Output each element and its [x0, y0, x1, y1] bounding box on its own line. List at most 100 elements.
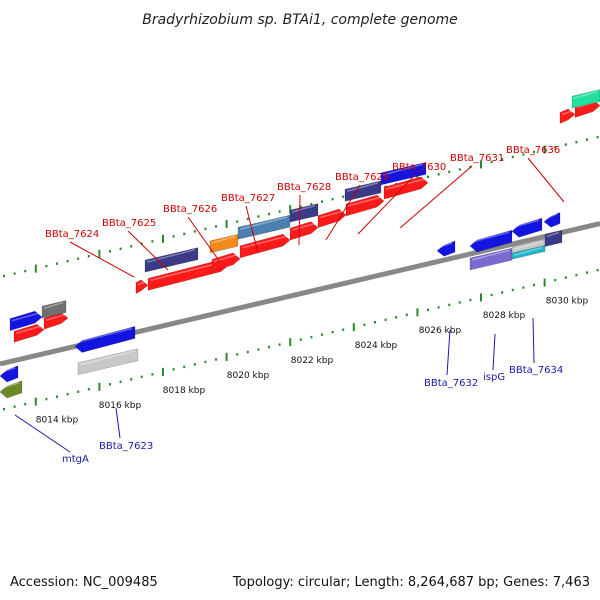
gene-label: BBta_7632	[424, 378, 478, 389]
gene-label: BBta_7624	[45, 229, 99, 240]
gene-feature-highlight	[438, 242, 453, 248]
gene-feature	[147, 259, 229, 291]
gene-feature-highlight	[291, 204, 316, 213]
gene-labels: BBta_7624BBta_7625BBta_7626BBta_7627BBta…	[45, 145, 563, 465]
gene-feature-highlight	[347, 196, 382, 207]
gene-feature	[9, 310, 43, 332]
gene-feature-highlight	[43, 301, 64, 309]
tick-label: 8028 kbp	[483, 311, 526, 321]
gene-feature-highlight	[561, 110, 573, 116]
gene-feature	[559, 108, 576, 124]
gene-label: BBta_7631	[450, 153, 504, 164]
gene-label: BBta_7636	[506, 145, 560, 156]
leader-line	[187, 216, 221, 263]
gene-feature-highlight	[11, 312, 40, 322]
tick-label: 8024 kbp	[355, 341, 398, 351]
gene-feature-highlight	[291, 222, 316, 231]
gene-feature	[135, 279, 149, 295]
leader-line	[527, 157, 565, 203]
gene-feature	[289, 203, 319, 223]
gene-label: BBta_7630	[392, 162, 446, 173]
leader-line	[492, 333, 496, 371]
leader-line	[399, 165, 473, 229]
gene-feature-highlight	[241, 235, 288, 249]
gene-feature	[511, 217, 543, 238]
tick-label: 8026 kbp	[419, 326, 462, 336]
leader-line	[532, 317, 535, 364]
gene-feature	[77, 348, 139, 376]
gene-feature-highlight	[545, 213, 558, 219]
gene-feature-highlight	[346, 182, 379, 192]
gene-feature	[289, 221, 319, 241]
gene-feature	[469, 229, 513, 253]
leader-line	[69, 241, 135, 278]
topology-text: Topology: circular; Length: 8,264,687 bp…	[232, 575, 590, 590]
gene-feature-highlight	[15, 325, 42, 334]
gene-feature	[543, 212, 561, 228]
leader-line	[357, 174, 416, 235]
gene-label: mtgA	[62, 454, 89, 465]
gene-feature	[511, 245, 546, 260]
leader-line	[14, 414, 71, 453]
gene-feature	[317, 208, 347, 228]
gene-feature-highlight	[513, 219, 540, 228]
gene-feature	[436, 240, 456, 257]
gene-feature	[13, 323, 45, 343]
tick-label: 8022 kbp	[291, 356, 334, 366]
gene-label: BBta_7629	[335, 172, 389, 183]
gene-feature-highlight	[1, 382, 20, 389]
gene-feature	[571, 89, 600, 109]
gene-feature	[211, 252, 241, 272]
tick-label: 8016 kbp	[99, 401, 142, 411]
gene-feature-highlight	[546, 231, 560, 238]
gene-feature	[344, 180, 382, 202]
leader-line	[325, 184, 361, 241]
gene-feature	[41, 300, 67, 319]
gene-label: BBta_7625	[102, 218, 156, 229]
gene-feature-highlight	[213, 254, 238, 263]
gene-feature-highlight	[79, 349, 136, 366]
gene-feature	[0, 380, 23, 399]
gene-feature-highlight	[319, 210, 344, 219]
ruler-tick-labels: 8014 kbp 8016 kbp 8018 kbp 8020 kbp 8022 kbp…	[36, 296, 589, 425]
gene-feature-highlight	[137, 281, 146, 286]
gene-feature-highlight	[382, 163, 424, 176]
gene-feature	[345, 194, 385, 217]
gene-label: BBta_7627	[221, 193, 275, 204]
tick-label: 8018 kbp	[163, 386, 206, 396]
gene-feature	[469, 247, 513, 271]
gene-feature-highlight	[573, 90, 598, 99]
gene-feature-highlight	[471, 249, 510, 261]
gene-feature-highlight	[471, 231, 510, 243]
gene-label: BBta_7623	[99, 441, 153, 452]
leader-line	[298, 194, 301, 246]
gene-feature-highlight	[385, 178, 426, 190]
tick-label: 8020 kbp	[227, 371, 270, 381]
gene-feature-highlight	[146, 248, 196, 263]
gene-feature	[0, 365, 19, 383]
accession-text: Accession: NC_009485	[10, 575, 158, 590]
leader-line	[115, 407, 121, 439]
gene-label: ispG	[483, 372, 505, 383]
map-title: Bradyrhizobium sp. BTAi1, complete genom…	[142, 12, 458, 28]
gene-feature-highlight	[1, 367, 16, 373]
leader-line	[245, 205, 259, 254]
gene-feature	[383, 176, 429, 200]
tick-label: 8030 kbp	[546, 296, 589, 306]
gene-feature	[544, 230, 563, 247]
gene-label: BBta_7626	[163, 204, 217, 215]
label-leaders	[14, 157, 565, 453]
features	[0, 89, 600, 399]
gene-feature-highlight	[513, 246, 543, 256]
gene-feature	[237, 214, 291, 240]
gene-feature	[239, 233, 291, 259]
gene-feature-highlight	[45, 313, 66, 321]
gene-label: BBta_7628	[277, 182, 331, 193]
gene-feature-highlight	[513, 240, 543, 250]
tick-label: 8014 kbp	[36, 416, 79, 426]
gene-feature-highlight	[76, 327, 133, 344]
gene-feature	[144, 247, 199, 273]
gene-feature	[209, 233, 239, 254]
